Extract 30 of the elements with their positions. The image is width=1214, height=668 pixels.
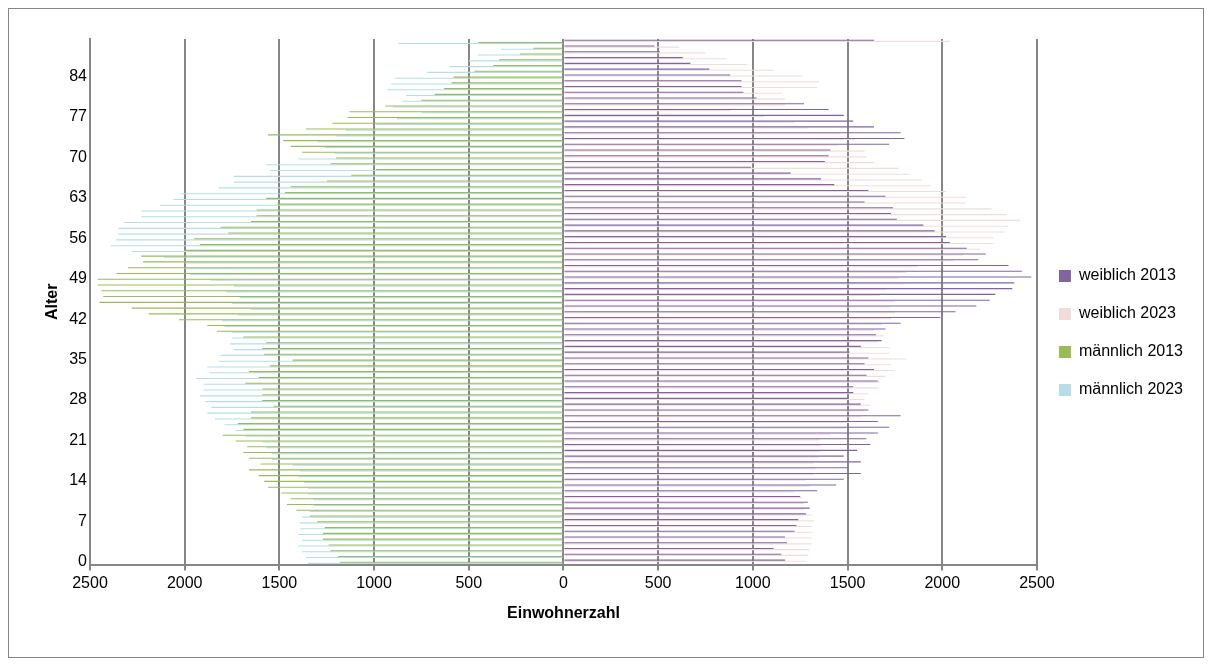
y-tick-label: 56 xyxy=(69,228,88,246)
y-tick-label: 21 xyxy=(69,430,88,448)
y-tick-label: 28 xyxy=(69,390,88,408)
x-tick-label: 500 xyxy=(455,573,483,591)
legend-label: weiblich 2013 xyxy=(1077,266,1176,284)
x-tick-label: 1000 xyxy=(735,573,771,591)
x-axis-title: Einwohnerzahl xyxy=(507,603,620,621)
y-tick-label: 42 xyxy=(69,309,88,327)
x-tick-label: 2500 xyxy=(1019,573,1055,591)
y-tick-label: 84 xyxy=(69,66,88,84)
x-tick-label: 1000 xyxy=(356,573,392,591)
x-tick-label: 2000 xyxy=(924,573,961,591)
x-tick-label: 1500 xyxy=(829,573,866,591)
legend-label: männlich 2013 xyxy=(1078,342,1184,360)
y-tick-label: 77 xyxy=(69,107,88,125)
legend-label: weiblich 2023 xyxy=(1077,304,1176,322)
y-axis-title: Alter xyxy=(43,283,61,321)
x-tick-label: 1500 xyxy=(261,573,298,591)
y-tick-label: 14 xyxy=(69,471,88,489)
y-tick-label: 35 xyxy=(69,349,88,367)
y-tick-label: 0 xyxy=(78,552,88,570)
y-tick-label: 7 xyxy=(78,511,88,529)
y-tick-label: 63 xyxy=(69,188,88,206)
legend-label: männlich 2023 xyxy=(1078,380,1184,398)
y-tick-label: 49 xyxy=(69,269,88,287)
y-tick-label: 70 xyxy=(69,147,88,165)
x-tick-label: 0 xyxy=(559,573,569,591)
x-tick-label: 2000 xyxy=(166,573,203,591)
x-tick-label: 500 xyxy=(644,573,672,591)
x-tick-label: 2500 xyxy=(72,573,108,591)
